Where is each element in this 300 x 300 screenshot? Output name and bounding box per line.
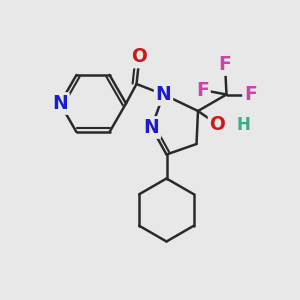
Text: H: H: [236, 116, 250, 134]
Text: O: O: [210, 115, 225, 134]
Text: O: O: [132, 47, 147, 67]
Text: N: N: [144, 118, 159, 137]
Text: F: F: [219, 55, 231, 74]
Text: F: F: [244, 85, 257, 104]
Text: N: N: [156, 85, 171, 104]
Text: F: F: [196, 80, 209, 100]
Text: N: N: [52, 94, 68, 113]
